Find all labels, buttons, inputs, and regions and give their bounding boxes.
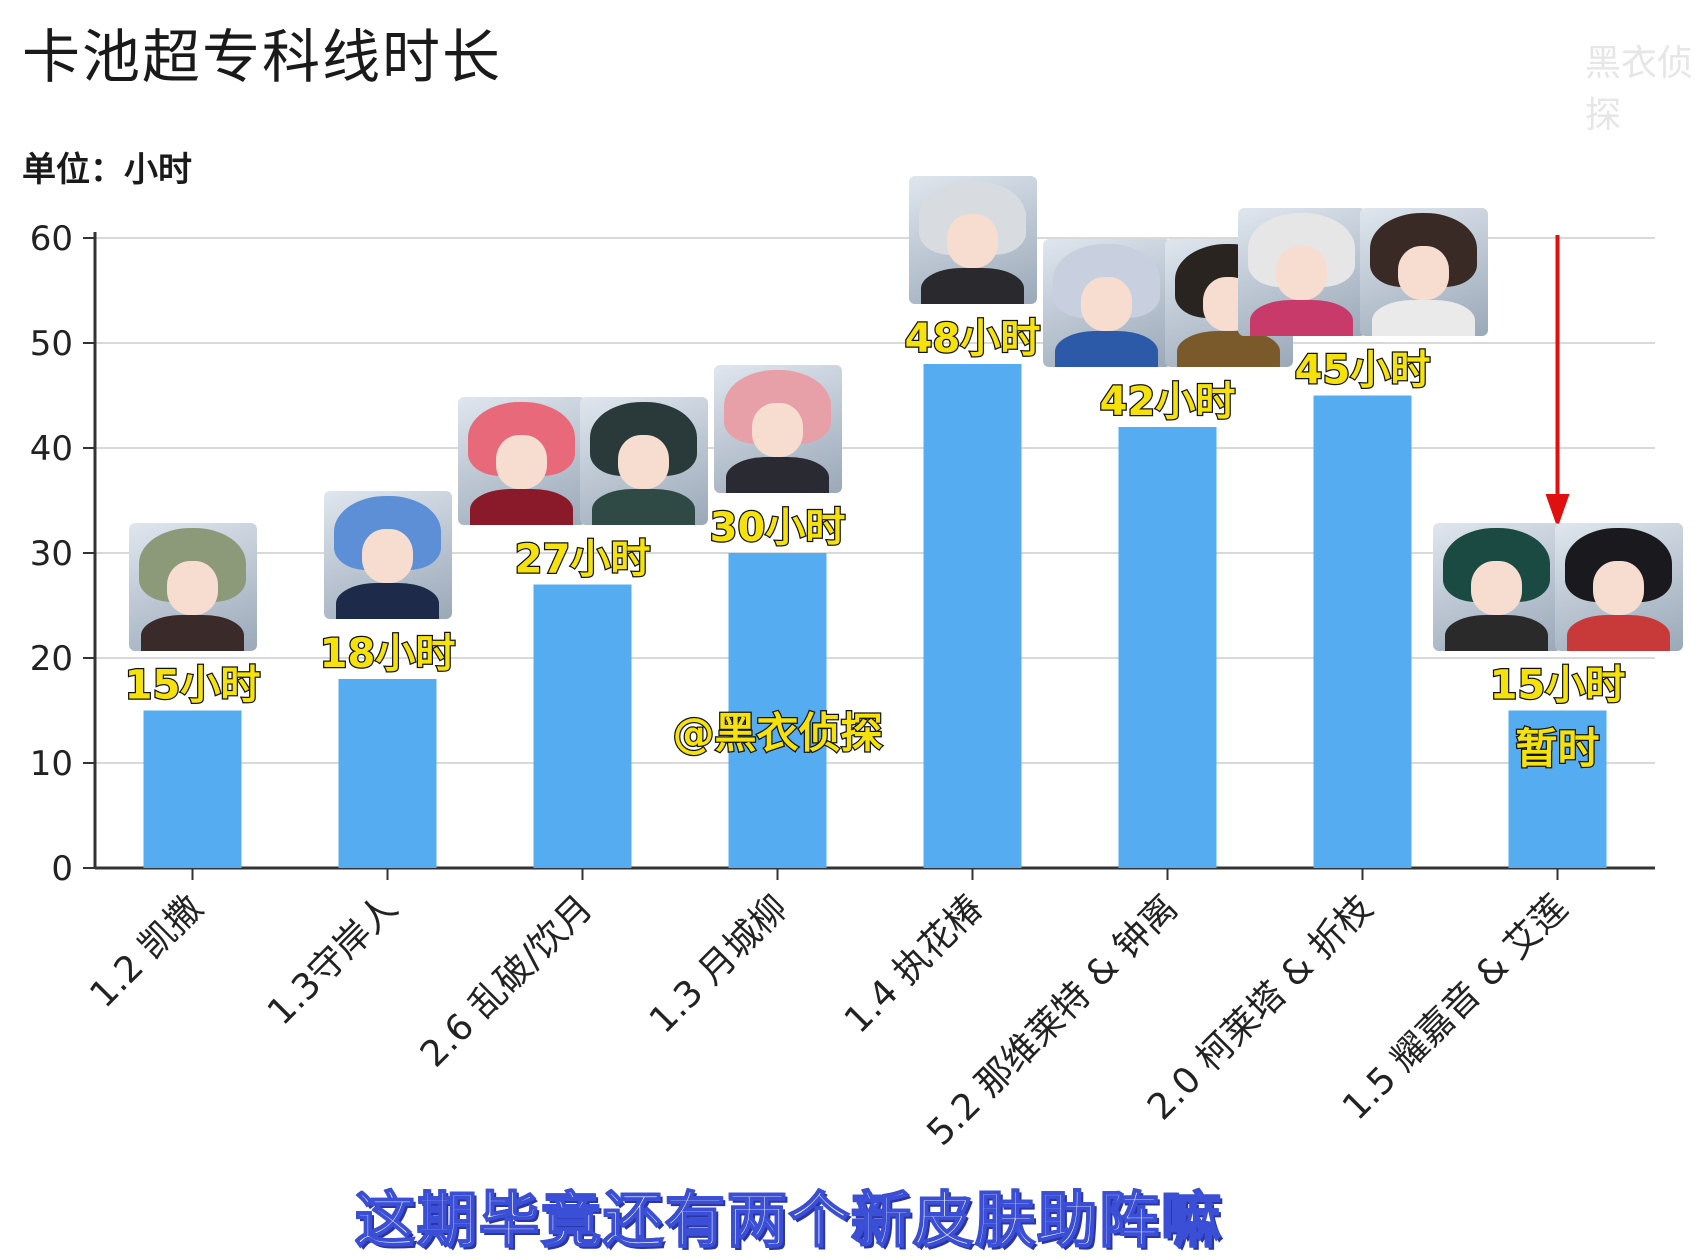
bar (923, 364, 1022, 868)
character-portrait (579, 396, 708, 525)
character-portrait (128, 522, 257, 651)
bar (143, 710, 242, 868)
data-label: 15小时 (1490, 663, 1626, 709)
data-label: 48小时 (905, 316, 1041, 362)
character-portrait (908, 176, 1037, 304)
y-tick-label: 0 (51, 849, 73, 889)
y-tick-label: 50 (30, 324, 73, 364)
character-portrait (713, 365, 842, 493)
y-tick-label: 30 (30, 534, 73, 574)
data-label: 15小时 (125, 663, 261, 709)
character-portrait (323, 491, 452, 619)
data-label: 27小时 (515, 537, 651, 583)
category-label: 1.3 月城柳 (642, 887, 796, 1041)
bar (1508, 710, 1607, 868)
video-subtitle: 这期毕竟还有两个新皮肤助阵嘛 (354, 1185, 1223, 1257)
red-arrow-head (1545, 494, 1570, 528)
y-tick-label: 60 (30, 219, 73, 259)
handle-annotation: @黑衣侦探 (672, 708, 882, 757)
bar (1118, 427, 1217, 868)
character-portrait (1432, 522, 1561, 651)
last-bar-note: 暂时 (1515, 724, 1599, 773)
category-label: 2.6 乱破/饮月 (413, 887, 601, 1075)
category-label: 1.4 执花椿 (837, 887, 991, 1041)
bar (533, 584, 632, 868)
character-portrait (1554, 522, 1683, 651)
data-label: 30小时 (710, 505, 846, 551)
data-label: 42小时 (1100, 379, 1236, 425)
category-label: 1.3守岸人 (260, 887, 406, 1033)
character-portrait (1042, 239, 1171, 367)
character-portrait (1359, 207, 1488, 336)
chart-title: 卡池超专科线时长 (22, 23, 503, 91)
y-tick-label: 40 (30, 429, 73, 469)
y-tick-label: 20 (30, 639, 73, 679)
category-label: 1.2 凯撒 (82, 887, 210, 1015)
character-portrait (457, 396, 586, 525)
data-label: 45小时 (1295, 348, 1431, 394)
bar (728, 553, 827, 868)
watermark: 黑衣侦探 (1585, 43, 1694, 136)
unit-label: 单位：小时 (22, 150, 192, 190)
bar (338, 679, 437, 868)
character-portrait (1237, 207, 1366, 336)
y-tick-label: 10 (30, 744, 73, 784)
data-label: 18小时 (320, 631, 456, 677)
bar (1313, 395, 1412, 868)
